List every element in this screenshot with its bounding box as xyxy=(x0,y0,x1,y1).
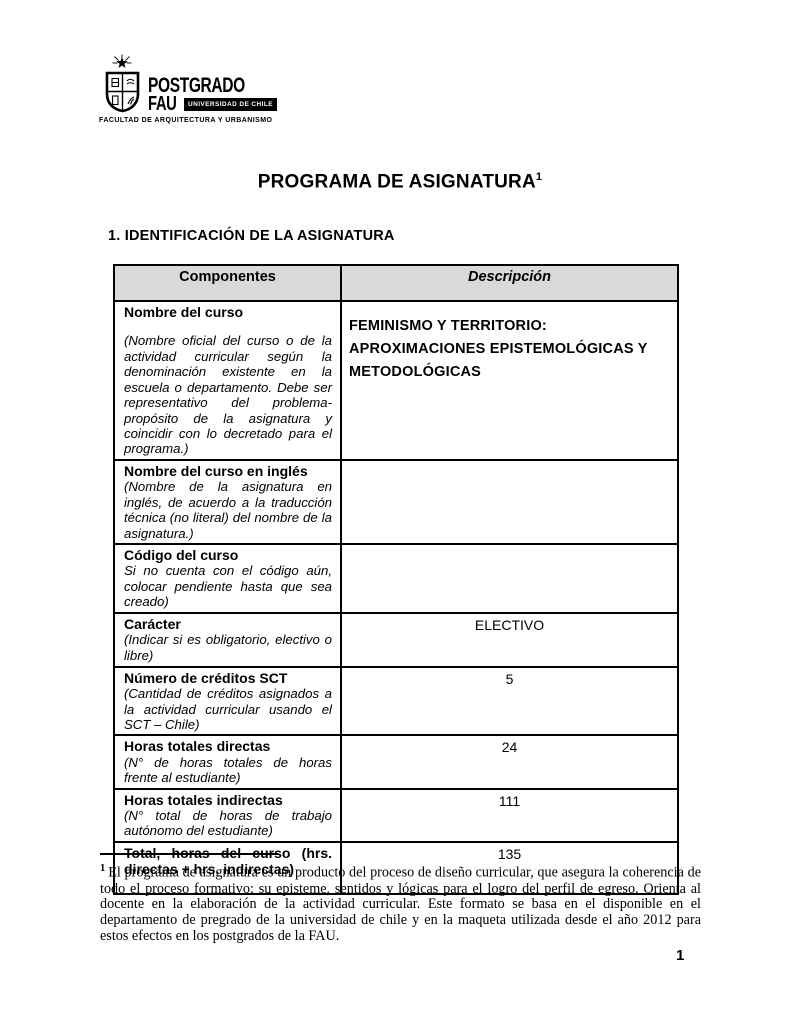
row-note: (N° total de horas de trabajo autónomo d… xyxy=(124,808,332,839)
row-note: (Nombre de la asignatura en inglés, de a… xyxy=(124,479,332,541)
section-heading: 1. IDENTIFICACIÓN DE LA ASIGNATURA xyxy=(108,228,395,244)
table-body: Nombre del curso (Nombre oficial del cur… xyxy=(113,300,679,895)
row-note: (Nombre oficial del curso o de la activi… xyxy=(124,333,332,457)
logo-wordmark: POSTGRADO FAU UNIVERSIDAD DE CHILE xyxy=(148,74,279,115)
logo-university-badge: UNIVERSIDAD DE CHILE xyxy=(184,97,277,111)
row-value: 111 xyxy=(340,787,679,843)
component-cell: Nombre del curso (Nombre oficial del cur… xyxy=(113,300,342,461)
footnote-separator xyxy=(100,853,278,855)
row-value: FEMINISMO Y TERRITORIO: APROXIMACIONES E… xyxy=(340,300,679,461)
page-number: 1 xyxy=(676,947,685,964)
row-note: (N° de horas totales de horas frente al … xyxy=(124,754,332,786)
document-title-text: PROGRAMA DE ASIGNATURA xyxy=(257,171,536,193)
component-cell: Código del curso Si no cuenta con el cód… xyxy=(113,543,342,614)
row-label: Número de créditos SCT xyxy=(124,669,288,686)
header-descripcion: Descripción xyxy=(340,264,679,302)
component-cell: Total, horas del curso (hrs. directas + … xyxy=(113,840,342,895)
component-cell: Horas totales directas (N° de horas tota… xyxy=(113,734,342,790)
program-table: Componentes Descripción Nombre del curso… xyxy=(113,264,679,895)
logo-postgrado-text: POSTGRADO xyxy=(148,74,245,97)
table-row: Total, horas del curso (hrs. directas + … xyxy=(113,840,679,895)
header-componentes: Componentes xyxy=(113,264,342,302)
component-cell: Número de créditos SCT (Cantidad de créd… xyxy=(113,665,342,737)
footnote-number: 1 xyxy=(100,863,106,874)
title-footnote-ref: 1 xyxy=(535,171,543,183)
component-cell: Horas totales indirectas (N° total de ho… xyxy=(113,787,342,843)
row-value: ELECTIVO xyxy=(340,611,679,668)
row-value: 135 xyxy=(340,840,679,895)
logo-faculty-text: FACULTAD DE ARQUITECTURA Y URBANISMO xyxy=(99,117,273,124)
logo-fau-row: FAU UNIVERSIDAD DE CHILE xyxy=(148,93,279,115)
logo-top-row: POSTGRADO FAU UNIVERSIDAD DE CHILE xyxy=(99,54,279,115)
component-cell: Carácter (Indicar si es obligatorio, ele… xyxy=(113,611,342,668)
document-title: PROGRAMA DE ASIGNATURA1 xyxy=(0,171,800,193)
table-row: Horas totales indirectas (N° total de ho… xyxy=(113,787,679,843)
university-crest-icon xyxy=(105,54,140,113)
row-note: (Indicar si es obligatorio, electivo o l… xyxy=(124,632,332,663)
row-note: (Cantidad de créditos asignados a la act… xyxy=(124,686,332,732)
row-value: 5 xyxy=(340,665,679,737)
footnote-text: El programa de asignatura es un producto… xyxy=(100,864,701,944)
row-label: Carácter xyxy=(124,615,181,632)
row-value xyxy=(340,458,679,546)
logo-fau-text: FAU xyxy=(148,92,177,115)
table-row: Código del curso Si no cuenta con el cód… xyxy=(113,543,679,614)
row-note: Si no cuenta con el código aún, colocar … xyxy=(124,563,332,610)
row-label: Nombre del curso xyxy=(124,304,244,320)
star xyxy=(116,57,128,68)
row-label: Horas totales indirectas xyxy=(124,791,283,808)
row-value: 24 xyxy=(340,734,679,790)
row-label: Nombre del curso en inglés xyxy=(124,462,308,479)
row-label: Total, horas del curso (hrs. directas + … xyxy=(124,844,332,878)
table-row: Nombre del curso (Nombre oficial del cur… xyxy=(113,300,679,461)
table-row: Número de créditos SCT (Cantidad de créd… xyxy=(113,665,679,737)
table-row: Nombre del curso en inglés (Nombre de la… xyxy=(113,458,679,546)
row-value xyxy=(340,543,679,614)
row-label: Código del curso xyxy=(124,547,239,563)
university-logo: POSTGRADO FAU UNIVERSIDAD DE CHILE FACUL… xyxy=(99,54,279,124)
table-row: Horas totales directas (N° de horas tota… xyxy=(113,734,679,790)
table-header-row: Componentes Descripción xyxy=(113,264,679,302)
component-cell: Nombre del curso en inglés (Nombre de la… xyxy=(113,458,342,546)
table-row: Carácter (Indicar si es obligatorio, ele… xyxy=(113,611,679,668)
row-label: Horas totales directas xyxy=(124,738,271,755)
footnote: 1 El programa de asignatura es un product… xyxy=(100,861,701,945)
